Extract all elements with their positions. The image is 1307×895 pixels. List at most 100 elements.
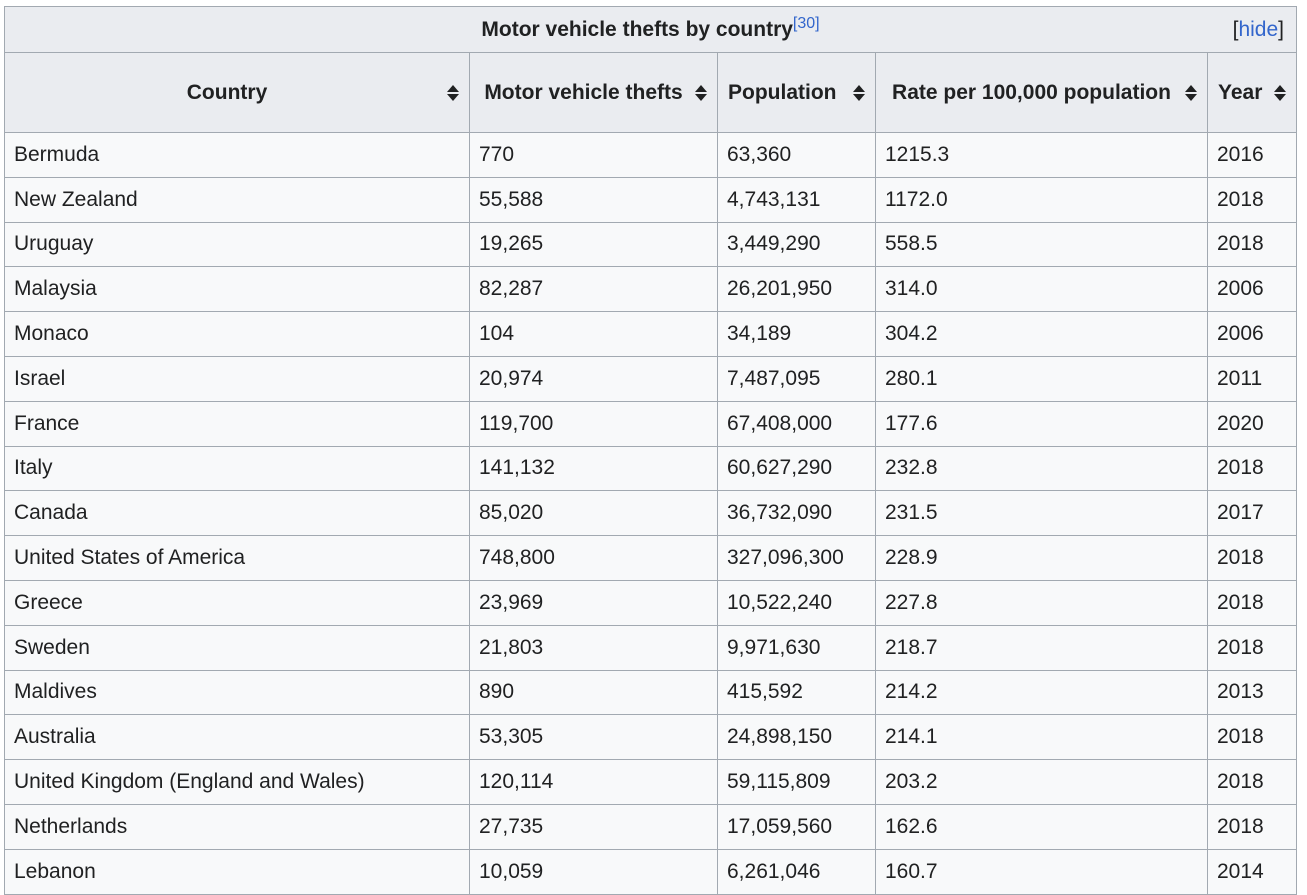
cell-population: 6,261,046 [717,848,876,895]
cell-thefts: 82,287 [469,266,718,313]
cell-country: Bermuda [4,132,470,178]
caption-row: Motor vehicle thefts by country[30] [hid… [4,6,1297,53]
column-header-label: Motor vehicle thefts [484,80,683,104]
column-header-thefts[interactable]: Motor vehicle thefts [469,52,718,133]
cell-thefts: 23,969 [469,579,718,626]
cell-year: 2014 [1207,848,1297,895]
cell-year: 2018 [1207,176,1297,223]
cell-country: New Zealand [4,176,470,223]
cell-thefts: 85,020 [469,490,718,537]
column-header-year[interactable]: Year [1207,52,1297,133]
cell-year: 2018 [1207,624,1297,671]
table-row: Netherlands 27,735 17,059,560 162.6 2018 [4,803,1297,850]
sort-arrows-icon[interactable] [1185,84,1197,101]
cell-rate: 228.9 [875,535,1208,581]
column-header-label: Country [186,80,268,104]
cell-rate: 227.8 [875,579,1208,626]
table-row: Israel 20,974 7,487,095 280.1 2011 [4,355,1297,402]
table-row: Canada 85,020 36,732,090 231.5 2017 [4,490,1297,537]
table-row: France 119,700 67,408,000 177.6 2020 [4,400,1297,447]
cell-thefts: 19,265 [469,221,718,268]
cell-year: 2018 [1207,579,1297,626]
table-row: New Zealand 55,588 4,743,131 1172.0 2018 [4,176,1297,223]
cell-population: 60,627,290 [717,445,876,492]
cell-country: Malaysia [4,266,470,313]
cell-year: 2018 [1207,445,1297,492]
table-body: Bermuda 770 63,360 1215.3 2016 New Zealand 55,… [4,132,1297,895]
hide-button[interactable]: hide [1238,17,1279,41]
cell-rate: 162.6 [875,803,1208,850]
cell-population: 415,592 [717,669,876,716]
cell-year: 2013 [1207,669,1297,716]
cell-thefts: 27,735 [469,803,718,850]
cell-thefts: 770 [469,132,718,178]
cell-year: 2018 [1207,803,1297,850]
cell-thefts: 119,700 [469,400,718,447]
column-header-label: Year [1218,80,1263,104]
cell-rate: 304.2 [875,311,1208,357]
cell-population: 327,096,300 [717,535,876,581]
cell-year: 2020 [1207,400,1297,447]
cell-population: 63,360 [717,132,876,178]
cell-population: 26,201,950 [717,266,876,313]
theft-table-wrapper: Motor vehicle thefts by country[30] [hid… [4,6,1297,895]
cell-population: 7,487,095 [717,355,876,402]
cell-thefts: 53,305 [469,714,718,761]
table-row: Australia 53,305 24,898,150 214.1 2018 [4,714,1297,761]
cell-country: Monaco [4,311,470,357]
column-header-label: Population [728,80,837,104]
cell-rate: 1215.3 [875,132,1208,178]
cell-thefts: 748,800 [469,535,718,581]
cell-rate: 1172.0 [875,176,1208,223]
column-header-rate[interactable]: Rate per 100,000 population [875,52,1208,133]
caption-reference-link[interactable]: [30] [792,14,820,32]
table-row: Italy 141,132 60,627,290 232.8 2018 [4,445,1297,492]
cell-year: 2018 [1207,221,1297,268]
cell-year: 2006 [1207,266,1297,313]
cell-rate: 177.6 [875,400,1208,447]
table-row: Bermuda 770 63,360 1215.3 2016 [4,132,1297,178]
cell-rate: 280.1 [875,355,1208,402]
table-row: Greece 23,969 10,522,240 227.8 2018 [4,579,1297,626]
column-header-label: Rate per 100,000 population [892,80,1171,104]
cell-year: 2018 [1207,759,1297,805]
table-row: United States of America 748,800 327,096,3… [4,535,1297,581]
cell-thefts: 55,588 [469,176,718,223]
cell-population: 3,449,290 [717,221,876,268]
cell-year: 2018 [1207,714,1297,761]
cell-rate: 314.0 [875,266,1208,313]
cell-rate: 558.5 [875,221,1208,268]
cell-rate: 214.1 [875,714,1208,761]
cell-country: Netherlands [4,803,470,850]
cell-population: 4,743,131 [717,176,876,223]
sort-arrows-icon[interactable] [853,84,865,101]
cell-country: Italy [4,445,470,492]
hide-bracket-close: ] [1278,17,1284,41]
table-row: Malaysia 82,287 26,201,950 314.0 2006 [4,266,1297,313]
column-header-population[interactable]: Population [717,52,876,133]
cell-country: Canada [4,490,470,537]
table-caption: Motor vehicle thefts by country[30] [hid… [4,6,1297,53]
cell-year: 2016 [1207,132,1297,178]
cell-country: Maldives [4,669,470,716]
cell-rate: 203.2 [875,759,1208,805]
sort-arrows-icon[interactable] [447,84,459,101]
cell-thefts: 21,803 [469,624,718,671]
cell-rate: 218.7 [875,624,1208,671]
cell-population: 67,408,000 [717,400,876,447]
cell-country: United Kingdom (England and Wales) [4,759,470,805]
sort-arrows-icon[interactable] [695,84,707,101]
sort-arrows-icon[interactable] [1274,84,1286,101]
table-row: Lebanon 10,059 6,261,046 160.7 2014 [4,848,1297,895]
cell-thefts: 141,132 [469,445,718,492]
cell-thefts: 20,974 [469,355,718,402]
column-header-row: Country Motor vehicle thefts Population Rat… [4,52,1297,133]
cell-year: 2017 [1207,490,1297,537]
cell-country: Lebanon [4,848,470,895]
hide-bracket-open: [ [1232,17,1239,41]
cell-year: 2006 [1207,311,1297,357]
cell-country: United States of America [4,535,470,581]
cell-country: Uruguay [4,221,470,268]
cell-thefts: 104 [469,311,718,357]
column-header-country[interactable]: Country [4,52,470,133]
